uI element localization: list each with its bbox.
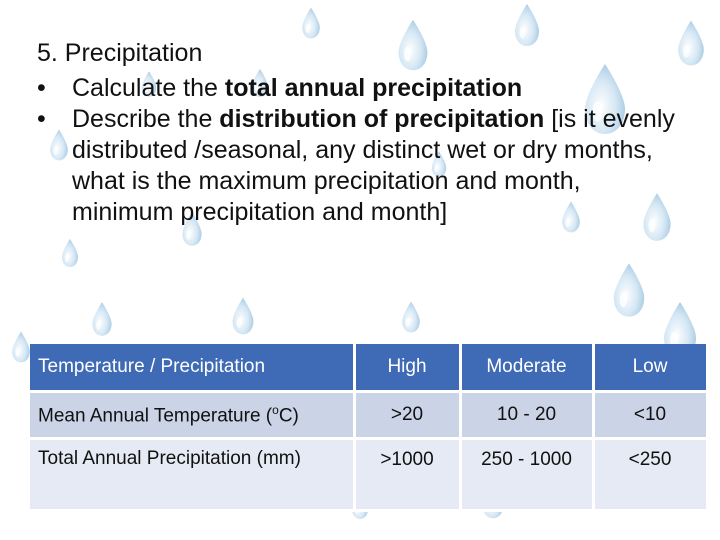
- slide-heading: 5. Precipitation: [37, 39, 203, 67]
- row-label: Mean Annual Temperature (oC): [30, 391, 356, 440]
- column-header: Moderate: [460, 344, 595, 393]
- bullet-text: Calculate the: [72, 74, 225, 102]
- row-label-text: Mean Annual Temperature (: [38, 405, 273, 427]
- bullet-marker: •: [37, 74, 46, 102]
- column-header: High: [354, 344, 462, 393]
- bullet-text: Describe the: [72, 105, 220, 133]
- bullet-text: [is it evenly distributed /seasonal, any…: [72, 105, 675, 226]
- bullet-item-distribution: • Describe the distribution of precipitat…: [37, 104, 687, 228]
- table-row: Total Annual Precipitation (mm) >1000 25…: [30, 438, 709, 512]
- bullet-marker: •: [37, 105, 46, 133]
- column-header: Low: [593, 344, 709, 393]
- table-cell: <250: [593, 438, 709, 512]
- column-header: Temperature / Precipitation: [30, 344, 356, 393]
- table-cell: 250 - 1000: [460, 438, 595, 512]
- bullet-bold-text: total annual precipitation: [224, 74, 523, 102]
- table-header-row: Temperature / Precipitation High Moderat…: [30, 344, 709, 393]
- bullet-bold-text: distribution of precipitation: [219, 105, 545, 133]
- bullet-item-total-precipitation: • Calculate the total annual precipitatio…: [37, 73, 687, 104]
- bullet-list: • Calculate the total annual precipitatio…: [37, 73, 687, 228]
- table-cell: <10: [593, 391, 709, 440]
- degree-superscript: o: [272, 402, 279, 417]
- table-row: Mean Annual Temperature (oC) >20 10 - 20…: [30, 391, 709, 440]
- row-label-text: C): [278, 405, 299, 427]
- row-label: Total Annual Precipitation (mm): [30, 438, 356, 512]
- table-cell: >20: [354, 391, 462, 440]
- table-cell: 10 - 20: [460, 391, 595, 440]
- table-cell: >1000: [354, 438, 462, 512]
- climate-classification-table: Temperature / Precipitation High Moderat…: [30, 344, 709, 512]
